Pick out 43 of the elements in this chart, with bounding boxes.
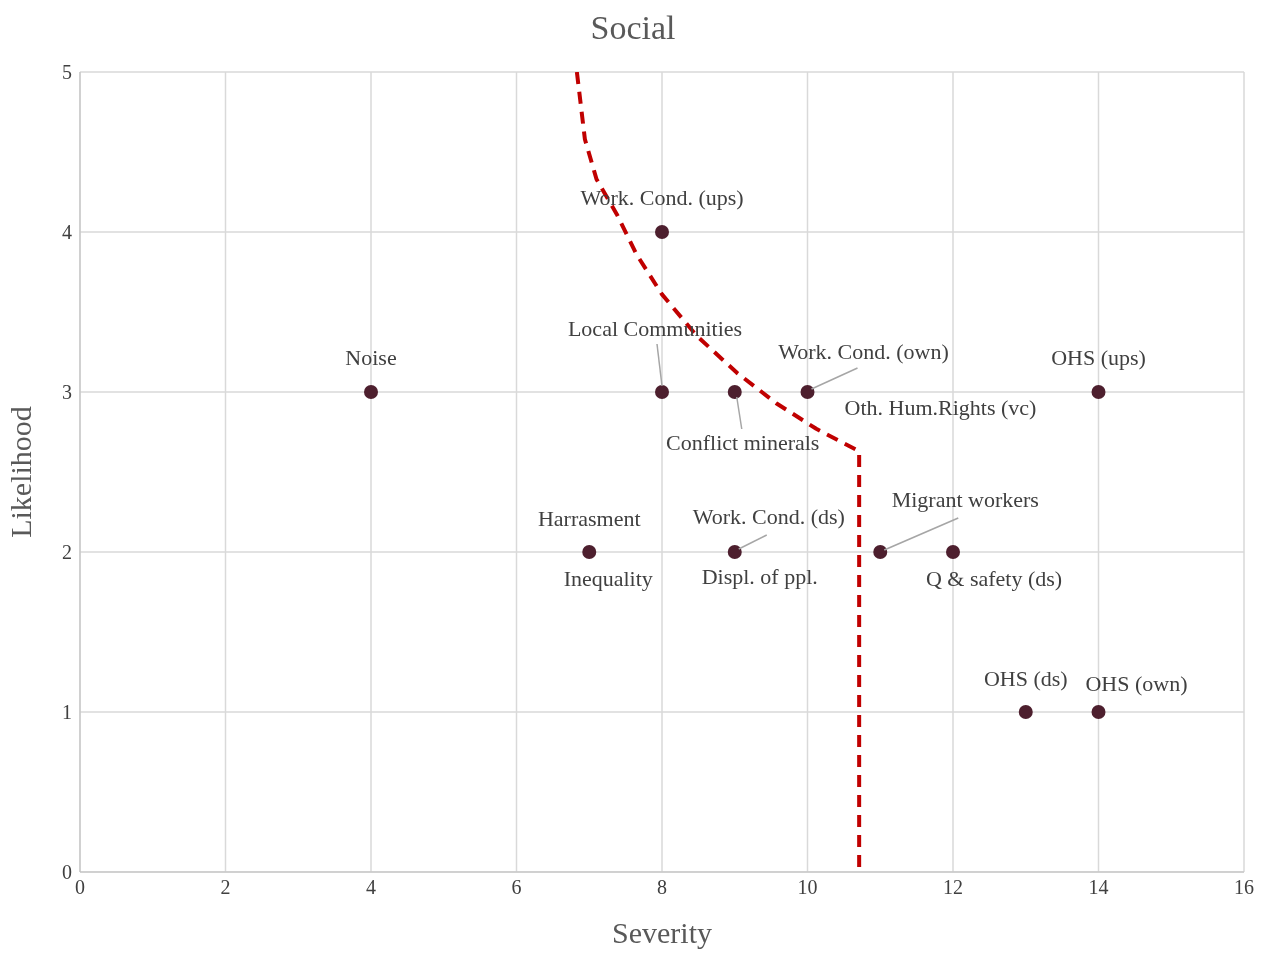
x-tick-label: 14 xyxy=(1088,876,1109,899)
annotation: OHS (own) xyxy=(1085,671,1188,697)
chart-title: Social xyxy=(589,8,677,48)
point xyxy=(364,385,378,399)
annotation: OHS (ups) xyxy=(1051,345,1146,371)
point xyxy=(1091,385,1106,399)
y-tick-label: 1 xyxy=(62,701,72,724)
y-tick-label: 2 xyxy=(62,541,72,564)
y-tick-label: 0 xyxy=(62,861,72,884)
annotation: Work. Cond. (own) xyxy=(778,339,949,365)
point xyxy=(946,545,960,559)
x-tick-label: 12 xyxy=(943,876,963,899)
annotation: Displ. of ppl. xyxy=(701,564,818,590)
annotation: Inequality xyxy=(563,566,653,592)
point xyxy=(582,545,597,559)
point xyxy=(727,385,742,399)
annotation: Conflict minerals xyxy=(666,430,820,456)
point xyxy=(727,545,742,559)
annotation: Noise xyxy=(345,345,397,371)
y-tick-label: 3 xyxy=(62,381,72,404)
annotation: OHS (ds) xyxy=(983,666,1068,692)
x-tick-label: 16 xyxy=(1234,876,1254,899)
x-tick-label: 10 xyxy=(797,876,818,899)
x-tick-label: 2 xyxy=(220,876,231,899)
x-tick-label: 4 xyxy=(366,876,376,899)
y-tick-label: 5 xyxy=(62,61,72,84)
y-tick-label: 4 xyxy=(62,221,72,244)
y-axis-title: Likelihood xyxy=(3,406,37,538)
point xyxy=(873,545,888,559)
x-tick-label: 6 xyxy=(511,876,522,899)
annotation: Migrant workers xyxy=(891,487,1039,513)
point xyxy=(800,385,815,399)
point xyxy=(655,225,669,239)
annotation: Harrasment xyxy=(537,506,641,532)
point xyxy=(655,385,669,399)
x-tick-label: 8 xyxy=(657,876,667,899)
point xyxy=(1091,705,1106,719)
annotation: Work. Cond. (ds) xyxy=(692,504,845,530)
annotation: Oth. Hum.Rights (vc) xyxy=(844,395,1037,421)
annotation: Work. Cond. (ups) xyxy=(580,185,744,211)
x-axis-title: Severity xyxy=(612,916,712,949)
point xyxy=(1018,705,1033,719)
annotation: Q & safety (ds) xyxy=(925,566,1063,592)
